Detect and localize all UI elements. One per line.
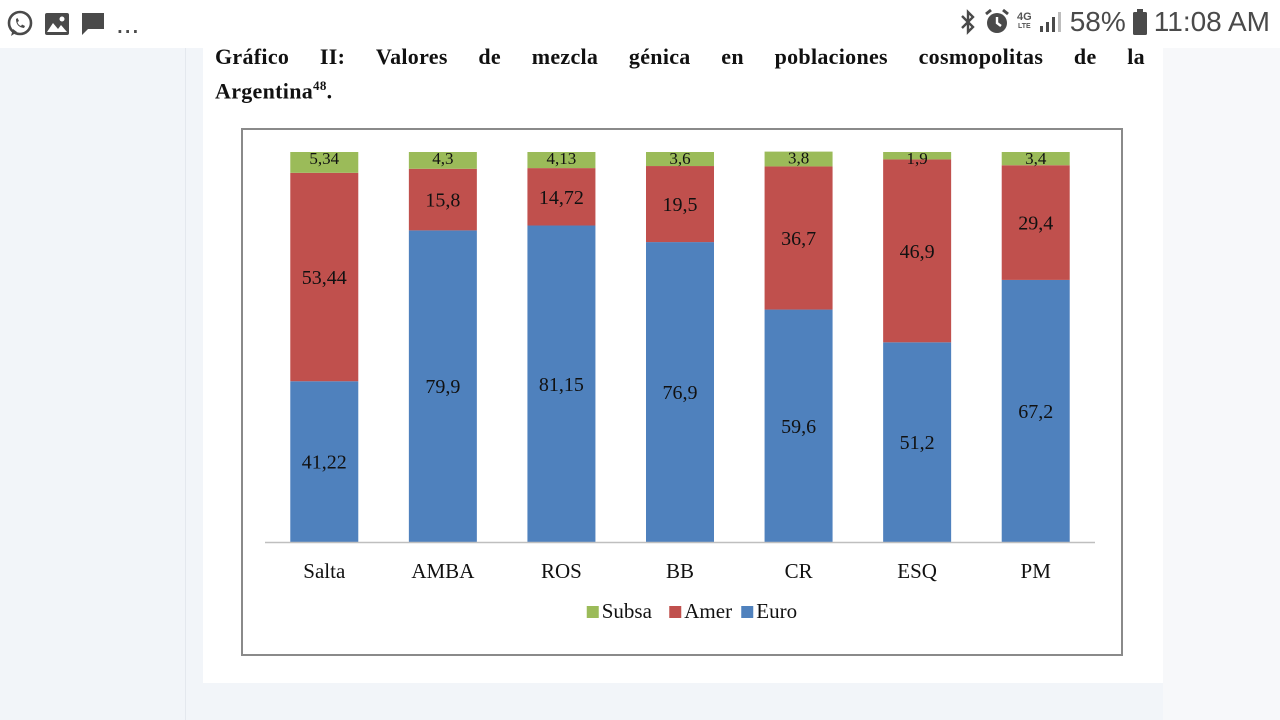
x-tick-label: CR (785, 559, 813, 583)
caption-word: de (478, 44, 501, 69)
bar-segment-euro (408, 230, 477, 542)
bar-segment-subsa (764, 151, 833, 167)
legend-swatch-amer (669, 606, 682, 618)
data-label: 46,9 (900, 241, 935, 263)
data-label: 81,15 (539, 374, 584, 396)
bar-segment-euro (290, 381, 359, 542)
x-tick-label: Salta (303, 559, 346, 583)
battery-percent: 58% (1069, 6, 1126, 37)
data-label: 51,2 (900, 432, 935, 454)
status-bar: ... 4G LTE 58% 11:08 AM (0, 0, 1280, 48)
chart-caption: Gráfico II: Valores de mezcla génica en poblaci… (215, 42, 1145, 105)
network-subtype: LTE (1018, 23, 1031, 30)
data-label: 15,8 (425, 190, 460, 212)
document-page: Gráfico II: Valores de mezcla génica en poblaci… (203, 44, 1163, 683)
bar-segment-euro (646, 242, 714, 542)
x-tick-label: BB (666, 559, 694, 583)
data-label: 29,4 (1018, 213, 1053, 235)
data-label: 4,13 (547, 149, 577, 168)
bar-segment-subsa (1001, 152, 1070, 166)
legend-swatch-subsa (586, 606, 599, 618)
data-label: 14,72 (539, 187, 584, 209)
bar-segment-subsa (408, 152, 477, 169)
message-icon (82, 13, 104, 35)
legend-label: Amer (684, 599, 732, 623)
data-label: 53,44 (302, 267, 347, 289)
data-label: 3,4 (1025, 149, 1047, 168)
bar-segment-amer (646, 166, 714, 243)
data-label: 41,22 (302, 452, 347, 474)
caption-line-2: Argentina48. (215, 71, 1145, 105)
caption-word: mezcla (531, 44, 599, 69)
bar-segment-amer (527, 168, 596, 226)
chart-frame: 41,22 53,44 5,34 Salta 79,9 15,8 4,3 AMBA 81,15 1… (241, 128, 1123, 656)
data-label: 5,34 (309, 149, 339, 168)
bar-segment-amer (883, 159, 952, 343)
data-label: 1,9 (907, 149, 928, 168)
bar-segment-euro (527, 225, 596, 542)
caption-word: la (1127, 44, 1145, 69)
battery-icon (1132, 9, 1147, 35)
data-label: 79,9 (425, 376, 460, 398)
caption-word: génica (628, 44, 691, 69)
bar-segment-subsa (646, 152, 714, 167)
bar-segment-subsa (527, 152, 596, 169)
bar-segment-euro (883, 342, 952, 542)
left-margin (0, 48, 186, 720)
bar-segment-euro (1001, 279, 1070, 542)
x-tick-label: ROS (541, 559, 582, 583)
data-label: 3,8 (788, 149, 809, 168)
bar-segment-amer (1001, 165, 1070, 280)
x-tick-label: AMBA (411, 559, 475, 583)
bar-segment-amer (290, 172, 359, 382)
bluetooth-icon (961, 9, 975, 35)
data-label: 59,6 (781, 416, 816, 438)
bar-segment-amer (408, 168, 477, 231)
more-notifications: ... (116, 8, 140, 39)
caption-word: poblaciones (774, 44, 888, 69)
data-label: 67,2 (1018, 401, 1053, 423)
legend-swatch-euro (741, 606, 754, 618)
x-tick-label: ESQ (897, 559, 937, 583)
stacked-bar-chart: 41,22 53,44 5,34 Salta 79,9 15,8 4,3 AMBA 81,15 1… (265, 149, 1095, 623)
alarm-icon (985, 8, 1009, 33)
whatsapp-icon (7, 10, 33, 36)
bar-segment-subsa (290, 152, 359, 173)
right-margin (1163, 48, 1280, 720)
x-tick-label: PM (1021, 559, 1052, 583)
network-indicator: 4G LTE (1017, 12, 1032, 32)
caption-word: cosmopolitas (918, 44, 1044, 69)
clock: 11:08 AM (1153, 6, 1270, 37)
data-label: 3,6 (669, 149, 690, 168)
caption-line-1: Gráfico II: Valores de mezcla génica en poblaci… (215, 42, 1145, 71)
legend-label: Euro (756, 599, 797, 623)
caption-word: Argentina (215, 78, 314, 104)
caption-word: en (721, 44, 744, 69)
signal-icon (1039, 12, 1061, 32)
bar-segment-subsa (883, 152, 952, 160)
data-label: 19,5 (663, 194, 698, 216)
caption-word: Valores (375, 44, 448, 69)
data-label: 36,7 (781, 228, 816, 250)
bar-segment-euro (764, 309, 833, 542)
data-label: 76,9 (663, 382, 698, 404)
bar-segment-amer (764, 166, 833, 310)
caption-footnote-ref: 48 (313, 78, 327, 93)
data-label: 4,3 (432, 149, 453, 168)
legend-label: Subsa (602, 599, 653, 623)
caption-word: Gráfico (215, 44, 290, 69)
caption-period: . (326, 78, 333, 104)
image-icon (45, 13, 69, 35)
caption-word: II: (319, 44, 346, 69)
network-type: 4G (1017, 11, 1032, 23)
caption-word: de (1073, 44, 1097, 69)
